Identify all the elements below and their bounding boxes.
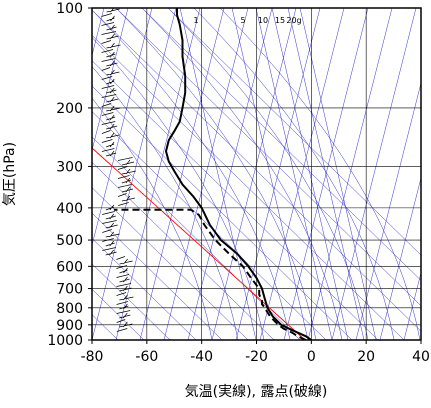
adiabat-line xyxy=(92,111,327,340)
red-reference-line xyxy=(92,147,306,340)
moist-adiabat-curve xyxy=(92,66,239,340)
adiabat-line xyxy=(141,8,421,281)
adiabat-line xyxy=(92,60,379,340)
wind-barbs-layer xyxy=(101,8,137,332)
mixing-ratio-label: 10 xyxy=(258,16,268,25)
adiabat-line xyxy=(92,212,223,340)
wind-barbs xyxy=(101,8,137,332)
isotherm-line xyxy=(163,8,249,340)
mixing-ratio-label: 1 xyxy=(193,16,198,25)
x-ticks: -80 -60 -40 -20 0 20 40 xyxy=(81,340,430,365)
moist-adiabat-curve xyxy=(219,8,421,340)
y-axis-title: 気圧(hPa) xyxy=(2,142,18,206)
moist-adiabat-curve xyxy=(141,8,343,340)
mixing-ratio-labels: 1 5 10 15 20g xyxy=(193,16,301,25)
mixing-ratio-line xyxy=(299,8,377,340)
y-tick-label: 300 xyxy=(56,159,83,175)
mixing-ratio-label: 15 xyxy=(275,16,285,25)
y-tick-label: 400 xyxy=(56,201,83,217)
adiabat-line xyxy=(92,187,249,340)
adiabat-line xyxy=(92,263,171,340)
y-tick-label: 500 xyxy=(56,233,83,249)
x-tick-label: 0 xyxy=(307,349,316,365)
isotherm-line xyxy=(307,8,393,340)
mixing-ratio-line xyxy=(255,8,333,340)
x-tick-label: 40 xyxy=(412,349,430,365)
x-axis-title: 気温(実線), 露点(破線) xyxy=(185,384,328,400)
x-tick-label: -60 xyxy=(135,349,158,365)
adiabat-line xyxy=(92,161,275,340)
adiabat-line xyxy=(115,8,421,307)
y-tick-label: 800 xyxy=(56,301,83,317)
isotherm-line xyxy=(331,8,417,340)
adiabat-line xyxy=(92,34,405,340)
moist-adiabat-curve xyxy=(115,8,317,340)
y-tick-label: 1000 xyxy=(47,333,83,349)
mixing-ratio-line xyxy=(287,8,365,340)
isotherm-line xyxy=(92,8,153,247)
reference-lines-layer xyxy=(92,8,421,340)
x-tick-label: -40 xyxy=(190,349,213,365)
adiabat-line xyxy=(92,238,197,340)
profile-series-layer xyxy=(113,8,312,340)
isotherm-line xyxy=(355,82,421,340)
moist-adiabat-curve xyxy=(92,36,265,340)
dewpoint-series-line xyxy=(113,208,307,340)
mixing-ratio-line xyxy=(231,8,309,340)
y-tick-label: 700 xyxy=(56,282,83,298)
mixing-ratio-line xyxy=(271,8,349,340)
y-tick-label: 200 xyxy=(56,101,83,117)
mixing-ratio-label: 20g xyxy=(286,16,301,25)
x-tick-label: 20 xyxy=(357,349,375,365)
isotherm-line xyxy=(403,271,421,340)
x-tick-label: -80 xyxy=(81,349,104,365)
moist-adiabat-curve xyxy=(193,8,395,340)
y-tick-label: 900 xyxy=(56,318,83,334)
isotherm-line xyxy=(92,8,129,152)
y-tick-label: 100 xyxy=(56,1,83,17)
moist-adiabat-curve xyxy=(92,9,291,340)
isotherm-line xyxy=(211,8,297,340)
isotherm-line xyxy=(259,8,345,340)
isotherm-line xyxy=(235,8,321,340)
mixing-ratio-label: 5 xyxy=(240,16,245,25)
moist-adiabat-curve xyxy=(167,8,369,340)
y-tick-label: 600 xyxy=(56,259,83,275)
isotherm-line xyxy=(187,8,273,340)
temperature-series-line xyxy=(164,8,312,340)
isotherm-line xyxy=(115,8,201,340)
x-tick-label: -20 xyxy=(245,349,268,365)
isotherm-line xyxy=(92,8,177,340)
isotherm-line xyxy=(379,176,421,340)
